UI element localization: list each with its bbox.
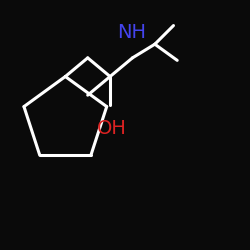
Text: OH: OH (96, 119, 126, 138)
Text: NH: NH (117, 23, 146, 42)
